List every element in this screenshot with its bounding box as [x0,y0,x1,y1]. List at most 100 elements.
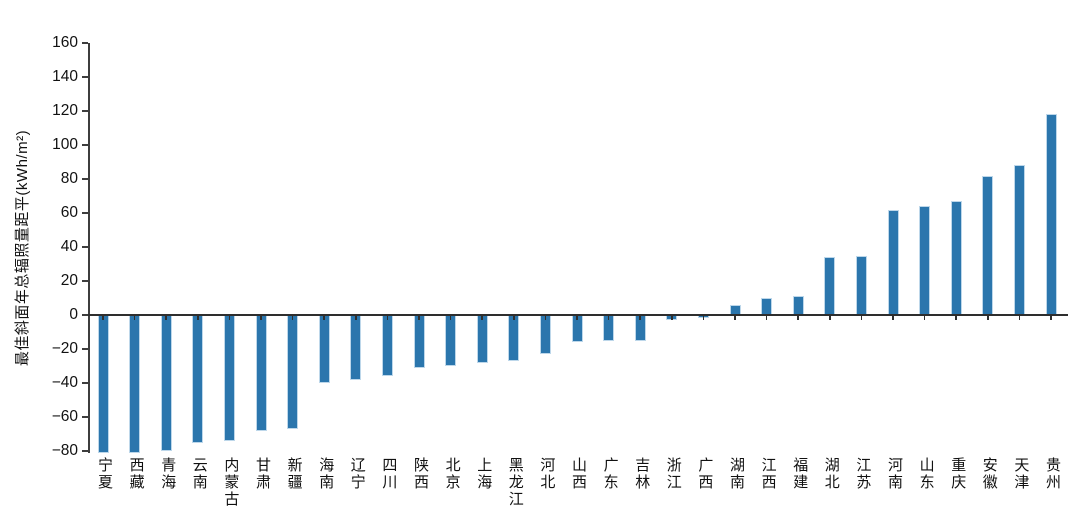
bar [413,315,425,368]
x-tick [1050,315,1052,320]
x-tick [765,315,768,320]
x-category-label: 西藏 [127,457,145,491]
x-tick [418,315,420,320]
x-category-label: 重庆 [949,457,967,491]
x-tick [860,315,863,320]
x-category-label: 吉林 [633,457,651,491]
y-tick [82,42,88,44]
y-tick [82,178,88,180]
bar [1045,114,1057,315]
x-tick [923,315,926,320]
x-tick [576,315,578,320]
x-category-label: 山东 [917,457,935,491]
x-tick [228,315,231,320]
x-category-label: 广东 [601,457,619,491]
x-tick [355,315,357,320]
y-tick-label: 20 [60,272,78,289]
y-tick-label: 0 [69,306,78,323]
x-tick [829,315,831,320]
x-axis-line [88,314,1068,316]
bar [350,315,362,380]
y-tick [82,212,88,214]
x-tick [323,315,325,320]
x-tick [291,315,294,320]
bar [761,298,773,315]
y-tick-label: −80 [51,442,78,459]
y-tick-label: 60 [60,204,78,221]
x-category-label: 四川 [380,457,398,491]
x-category-label: 天津 [1012,457,1030,491]
bar [950,201,962,315]
x-tick [702,315,705,320]
y-tick-label: 140 [52,68,78,85]
bar [539,315,551,355]
x-category-label: 甘肃 [254,457,271,491]
x-category-label: 宁夏 [96,457,113,491]
y-tick-label: 40 [60,238,78,255]
bar [129,315,141,453]
x-tick [987,315,989,320]
x-category-label: 青海 [159,457,177,491]
x-tick [671,315,673,320]
y-tick [82,314,88,316]
x-category-label: 黑龙江 [506,457,524,508]
y-tick-label: 120 [52,102,78,119]
x-tick [102,315,104,320]
bar [919,206,931,315]
x-category-label: 北京 [443,457,461,491]
x-category-label: 福建 [791,457,809,491]
bar [508,315,520,361]
bar [476,315,488,363]
x-tick [197,315,199,320]
x-category-label: 江苏 [854,457,872,491]
y-tick [82,76,88,78]
x-category-label: 山西 [570,457,587,491]
bar [887,209,899,315]
bar [160,315,172,451]
y-tick-label: −60 [51,408,78,425]
bar [982,175,994,315]
bar [381,315,393,377]
bar [445,315,457,366]
x-tick [734,315,736,320]
x-category-label: 湖南 [728,457,745,491]
x-category-label: 湖北 [822,457,840,491]
y-tick-label: −40 [51,374,78,391]
x-tick [260,315,262,320]
x-tick [955,315,957,320]
x-tick [133,315,136,320]
y-tick-label: 100 [52,136,78,153]
x-tick [607,315,610,320]
x-tick [481,315,483,320]
bar [318,315,330,383]
x-tick [386,315,389,320]
x-category-label: 辽宁 [348,457,366,491]
bar [855,255,867,315]
x-category-label: 安徽 [980,457,998,491]
x-tick [797,315,799,320]
x-category-label: 内蒙古 [222,457,240,508]
x-category-label: 江西 [759,457,777,491]
bar [824,257,836,315]
y-tick [82,450,88,452]
x-category-label: 陕西 [412,457,429,491]
bar [1013,165,1025,315]
x-category-label: 上海 [475,457,493,491]
x-tick [513,315,515,320]
x-category-label: 河南 [886,457,903,491]
x-category-label: 贵州 [1044,457,1061,491]
x-tick [165,315,167,320]
y-tick-label: −20 [51,340,78,357]
y-tick [82,246,88,248]
bar [223,315,235,441]
y-tick [82,348,88,350]
y-tick-label: 160 [52,34,78,51]
y-tick-label: 80 [60,170,78,187]
x-category-label: 云南 [190,457,208,491]
x-category-label: 广西 [696,457,714,491]
y-tick [82,110,88,112]
bar [192,315,204,443]
x-category-label: 海南 [317,457,335,491]
